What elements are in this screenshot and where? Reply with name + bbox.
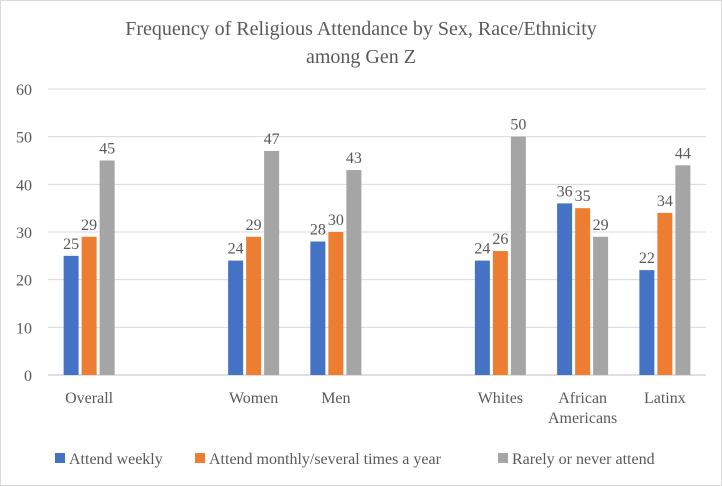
- legend: Attend weekly Attend monthly/several time…: [55, 451, 655, 468]
- category-label: Latinx: [644, 390, 686, 407]
- category-label: Men: [321, 390, 350, 407]
- data-label: 28: [310, 222, 326, 239]
- data-label: 43: [346, 150, 362, 167]
- data-label: 22: [639, 250, 655, 267]
- bar: [557, 203, 573, 375]
- bar: [246, 236, 262, 375]
- y-tick-label: 0: [24, 368, 32, 385]
- y-axis-ticks: 0 10 20 30 40 50 60: [16, 82, 32, 385]
- chart-title-line-2: among Gen Z: [306, 46, 416, 68]
- y-tick-label: 50: [16, 130, 32, 147]
- bar: [657, 212, 673, 375]
- category-labels: Overall Women Men Whites African Americans Lat…: [65, 390, 686, 427]
- category-label: Women: [229, 390, 278, 407]
- y-tick-label: 40: [16, 177, 32, 194]
- bar: [492, 251, 508, 375]
- bar: [575, 208, 591, 375]
- data-label: 47: [264, 131, 280, 148]
- legend-swatch: [55, 453, 65, 463]
- data-label: 44: [675, 145, 691, 162]
- data-label: 26: [492, 231, 508, 248]
- bar: [81, 236, 97, 375]
- bar: [310, 241, 326, 375]
- bar: [593, 236, 609, 375]
- data-label: 34: [657, 193, 673, 210]
- data-label: 45: [99, 141, 115, 158]
- bar: [474, 260, 490, 375]
- y-tick-label: 10: [16, 320, 32, 337]
- data-label: 25: [63, 236, 79, 253]
- category-label: Americans: [548, 410, 617, 427]
- data-label: 24: [228, 241, 244, 258]
- data-label: 50: [510, 117, 526, 134]
- data-label: 36: [557, 183, 573, 200]
- bars: [63, 136, 691, 375]
- bar: [639, 270, 655, 375]
- y-tick-label: 30: [16, 225, 32, 242]
- data-label: 29: [246, 217, 262, 234]
- y-tick-label: 60: [16, 82, 32, 99]
- legend-label: Attend weekly: [69, 451, 163, 468]
- bar: [328, 232, 344, 375]
- data-label: 29: [81, 217, 97, 234]
- chart-title: Frequency of Religious Attendance by Sex…: [125, 18, 597, 68]
- bar: [510, 136, 526, 375]
- category-label: Whites: [478, 390, 523, 407]
- data-label: 30: [328, 212, 344, 229]
- data-label: 24: [474, 241, 490, 258]
- bar: [346, 170, 362, 375]
- chart-title-line-1: Frequency of Religious Attendance by Sex…: [125, 18, 597, 40]
- bar: [264, 150, 280, 375]
- bar: [99, 160, 115, 375]
- bar: [675, 165, 691, 375]
- bar: [63, 255, 79, 375]
- legend-swatch: [195, 453, 205, 463]
- legend-label: Rarely or never attend: [512, 451, 655, 468]
- data-label: 29: [593, 217, 609, 234]
- data-label: 35: [575, 188, 591, 205]
- legend-swatch: [498, 453, 508, 463]
- y-tick-label: 20: [16, 273, 32, 290]
- bar: [228, 260, 244, 375]
- category-label: African: [558, 390, 607, 407]
- legend-label: Attend monthly/several times a year: [209, 451, 442, 468]
- category-label: Overall: [65, 390, 114, 407]
